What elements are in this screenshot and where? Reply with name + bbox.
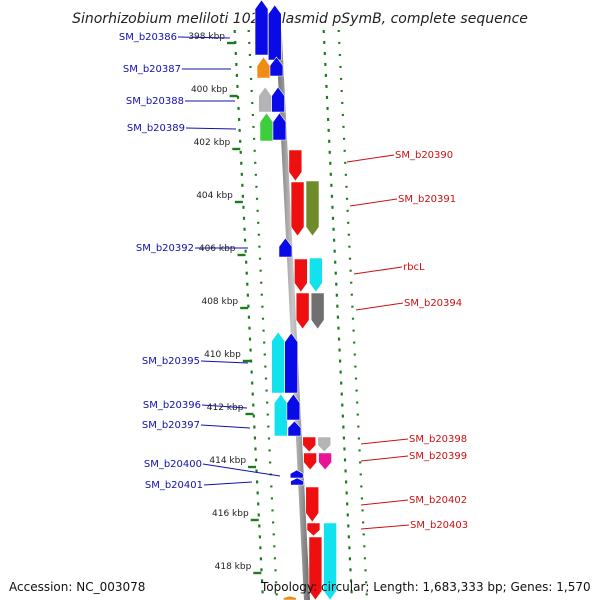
kbp-tick-label: 400 kbp xyxy=(191,85,228,95)
gene-label-leader xyxy=(201,404,248,409)
gene-arrow[interactable] xyxy=(295,292,310,330)
gene-arrow[interactable] xyxy=(289,469,304,479)
gene-arrow[interactable] xyxy=(306,522,321,537)
gene-arrow[interactable] xyxy=(290,477,304,486)
gene-arrow[interactable] xyxy=(258,86,272,113)
kbp-ruler: 398 kbp 400 kbp 402 kbp 404 kbp 406 kbp 408 k… xyxy=(188,32,262,575)
gene-label-leader xyxy=(360,455,409,462)
kbp-tick-label: 404 kbp xyxy=(196,191,233,201)
gene-label-leader xyxy=(200,360,249,364)
gene-labels[interactable]: SM_b20386 SM_b20387 SM_b20388 SM_b20389 SM_b… xyxy=(119,32,468,531)
kbp-tick-label: 416 kbp xyxy=(212,509,249,519)
gene-arrow[interactable] xyxy=(271,86,285,113)
kbp-tick-label: 398 kbp xyxy=(188,32,225,42)
gene-label-leader xyxy=(360,438,409,445)
gene-arrow[interactable] xyxy=(309,257,323,293)
gene-label-leader xyxy=(203,481,253,486)
gene-arrow[interactable] xyxy=(256,56,271,79)
kbp-tick-label: 412 kbp xyxy=(207,403,244,413)
gene-arrow[interactable] xyxy=(302,436,317,453)
gene-label[interactable]: SM_b20386 xyxy=(119,32,177,43)
gene-label[interactable]: SM_b20388 xyxy=(126,96,184,107)
gene-arrow[interactable] xyxy=(286,393,301,421)
gene-arrow[interactable] xyxy=(272,112,287,141)
kbp-tick-label: 402 kbp xyxy=(194,138,231,148)
gene-label[interactable]: SM_b20397 xyxy=(142,420,200,431)
gene-label-leader xyxy=(353,266,403,275)
gene-arrow[interactable] xyxy=(305,486,320,523)
gene-label[interactable]: SM_b20392 xyxy=(136,243,194,254)
gene-label-leader xyxy=(360,524,410,530)
gene-arrow[interactable] xyxy=(278,237,293,258)
track-border-4 xyxy=(337,29,369,600)
gene-arrow[interactable] xyxy=(254,0,269,56)
gene-label[interactable]: SM_b20401 xyxy=(145,480,203,491)
gene-arrow[interactable] xyxy=(287,420,302,437)
gene-arrow[interactable] xyxy=(271,331,285,394)
gene-arrow[interactable] xyxy=(259,112,274,142)
gene-arrow[interactable] xyxy=(267,4,282,61)
gene-arrow[interactable] xyxy=(288,149,303,182)
kbp-tick-label: 418 kbp xyxy=(215,562,252,572)
kbp-tick-label: 410 kbp xyxy=(204,350,241,360)
gene-label-leader xyxy=(177,36,231,39)
gene-label[interactable]: SM_b20395 xyxy=(142,356,200,367)
gene-label-leader xyxy=(202,463,281,477)
gene-label-leader xyxy=(185,127,237,130)
gene-arrow[interactable] xyxy=(323,522,337,600)
gene-arrow[interactable] xyxy=(318,452,332,471)
track-borders xyxy=(233,29,369,600)
gene-arrow[interactable] xyxy=(283,595,297,600)
gene-arrow[interactable] xyxy=(290,181,305,237)
gene-label[interactable]: SM_b20402 xyxy=(409,495,467,506)
sequence-backbone xyxy=(275,30,310,600)
gene-arrow[interactable] xyxy=(303,452,317,471)
gene-arrow[interactable] xyxy=(308,536,323,600)
kbp-tick-label: 414 kbp xyxy=(209,456,246,466)
topology-text: Topology: circular; Length: 1,683,333 bp… xyxy=(261,580,591,594)
kbp-tick-label: 408 kbp xyxy=(201,297,238,307)
gene-label[interactable]: SM_b20399 xyxy=(409,451,467,462)
map-title: Sinorhizobium meliloti 1021 plasmid pSym… xyxy=(72,11,528,27)
gene-label[interactable]: SM_b20403 xyxy=(410,520,468,531)
gene-arrow[interactable] xyxy=(294,258,308,293)
gene-label-leader xyxy=(360,499,409,506)
gene-label[interactable]: SM_b20390 xyxy=(395,150,453,161)
backbone-bar xyxy=(275,30,310,600)
gene-label[interactable]: SM_b20389 xyxy=(127,123,185,134)
gene-features[interactable] xyxy=(254,0,337,600)
accession-text: Accession: NC_003078 xyxy=(9,580,146,594)
gene-arrow[interactable] xyxy=(305,180,320,237)
gene-arrow[interactable] xyxy=(269,56,284,77)
gene-label[interactable]: SM_b20387 xyxy=(123,64,181,75)
gene-arrow[interactable] xyxy=(310,292,325,330)
gene-label-leader xyxy=(349,198,398,207)
gene-label[interactable]: SM_b20396 xyxy=(143,400,201,411)
gene-arrow[interactable] xyxy=(273,393,288,437)
track-border-1 xyxy=(233,29,265,600)
track-border-2 xyxy=(247,29,279,600)
gene-label[interactable]: SM_b20391 xyxy=(398,194,456,205)
kbp-tick-label: 406 kbp xyxy=(199,244,236,254)
gene-label-leader xyxy=(355,302,404,311)
gene-label[interactable]: SM_b20398 xyxy=(409,434,467,445)
gene-label-leader xyxy=(346,154,395,163)
gene-arrow[interactable] xyxy=(284,332,299,394)
gene-label[interactable]: SM_b20394 xyxy=(404,298,462,309)
gene-label-leader xyxy=(200,424,251,429)
track-border-3 xyxy=(322,29,354,600)
gene-label[interactable]: rbcL xyxy=(403,262,425,273)
gene-label[interactable]: SM_b20400 xyxy=(144,459,202,470)
gene-arrow[interactable] xyxy=(317,436,332,453)
